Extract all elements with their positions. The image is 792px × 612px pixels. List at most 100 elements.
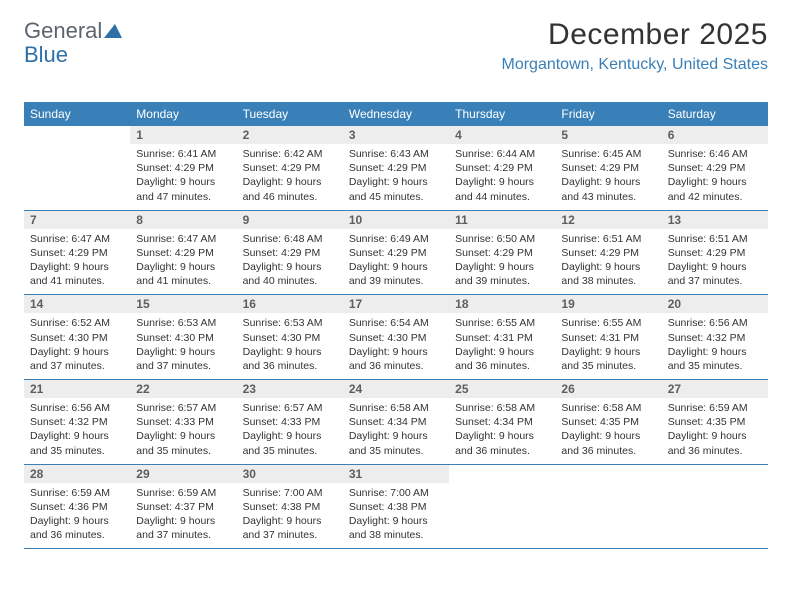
sunrise-text: Sunrise: 6:41 AM xyxy=(136,147,230,161)
sunrise-text: Sunrise: 6:43 AM xyxy=(349,147,443,161)
calendar-cell: 26 Sunrise: 6:58 AMSunset: 4:35 PMDayligh… xyxy=(555,380,661,464)
sunset-text: Sunset: 4:29 PM xyxy=(455,161,549,175)
calendar-cell: 27Sunrise: 6:59 AMSunset: 4:35 PMDayligh… xyxy=(662,380,768,464)
sunset-text: Sunset: 4:29 PM xyxy=(243,246,337,260)
calendar-cell xyxy=(24,126,130,210)
calendar-cell: 1Sunrise: 6:41 AMSunset: 4:29 PMDaylight… xyxy=(130,126,236,210)
day-number: 8 xyxy=(130,211,236,229)
day-number: 27 xyxy=(662,380,768,398)
calendar-cell: 5Sunrise: 6:45 AMSunset: 4:29 PMDaylight… xyxy=(555,126,661,210)
calendar-cell: 30Sunrise: 7:00 AMSunset: 4:38 PMDayligh… xyxy=(237,465,343,549)
daylight-text: Daylight: 9 hours and 47 minutes. xyxy=(136,175,230,203)
calendar-cell: 2Sunrise: 6:42 AMSunset: 4:29 PMDaylight… xyxy=(237,126,343,210)
day-number: 4 xyxy=(449,126,555,144)
sunset-text: Sunset: 4:35 PM xyxy=(668,415,762,429)
sunset-text: Sunset: 4:29 PM xyxy=(668,161,762,175)
sunrise-text: Sunrise: 6:44 AM xyxy=(455,147,549,161)
sunset-text: Sunset: 4:29 PM xyxy=(136,246,230,260)
daylight-text: Daylight: 9 hours and 40 minutes. xyxy=(243,260,337,288)
daylight-text: Daylight: 9 hours and 37 minutes. xyxy=(136,514,230,542)
month-title: December 2025 xyxy=(501,18,768,52)
sunset-text: Sunset: 4:29 PM xyxy=(455,246,549,260)
sunset-text: Sunset: 4:32 PM xyxy=(30,415,124,429)
daylight-text: Daylight: 9 hours and 39 minutes. xyxy=(349,260,443,288)
calendar-weeks: 1Sunrise: 6:41 AMSunset: 4:29 PMDaylight… xyxy=(24,126,768,549)
logo-triangle-icon xyxy=(104,18,122,44)
calendar-cell: 9Sunrise: 6:48 AMSunset: 4:29 PMDaylight… xyxy=(237,211,343,295)
calendar-cell: 16Sunrise: 6:53 AMSunset: 4:30 PMDayligh… xyxy=(237,295,343,379)
week-row: 1Sunrise: 6:41 AMSunset: 4:29 PMDaylight… xyxy=(24,126,768,211)
sunset-text: Sunset: 4:33 PM xyxy=(243,415,337,429)
day-name-friday: Friday xyxy=(555,102,661,126)
calendar-cell: 14Sunrise: 6:52 AMSunset: 4:30 PMDayligh… xyxy=(24,295,130,379)
day-number: 24 xyxy=(343,380,449,398)
day-names-row: SundayMondayTuesdayWednesdayThursdayFrid… xyxy=(24,102,768,126)
sunset-text: Sunset: 4:29 PM xyxy=(136,161,230,175)
logo-text-blue: Blue xyxy=(24,42,68,68)
daylight-text: Daylight: 9 hours and 35 minutes. xyxy=(349,429,443,457)
sunrise-text: Sunrise: 6:50 AM xyxy=(455,232,549,246)
day-number: 17 xyxy=(343,295,449,313)
day-number: 20 xyxy=(662,295,768,313)
sunset-text: Sunset: 4:33 PM xyxy=(136,415,230,429)
day-number: 31 xyxy=(343,465,449,483)
day-name-thursday: Thursday xyxy=(449,102,555,126)
day-number: 25 xyxy=(449,380,555,398)
day-number: 13 xyxy=(662,211,768,229)
day-number: 23 xyxy=(237,380,343,398)
sunrise-text: Sunrise: 6:45 AM xyxy=(561,147,655,161)
sunset-text: Sunset: 4:36 PM xyxy=(30,500,124,514)
calendar-cell: 18Sunrise: 6:55 AMSunset: 4:31 PMDayligh… xyxy=(449,295,555,379)
calendar-cell: 6Sunrise: 6:46 AMSunset: 4:29 PMDaylight… xyxy=(662,126,768,210)
calendar-cell: 20Sunrise: 6:56 AMSunset: 4:32 PMDayligh… xyxy=(662,295,768,379)
day-number: 12 xyxy=(555,211,661,229)
sunrise-text: Sunrise: 7:00 AM xyxy=(349,486,443,500)
sunrise-text: Sunrise: 6:55 AM xyxy=(455,316,549,330)
daylight-text: Daylight: 9 hours and 36 minutes. xyxy=(243,345,337,373)
daylight-text: Daylight: 9 hours and 35 minutes. xyxy=(561,345,655,373)
sunset-text: Sunset: 4:29 PM xyxy=(561,246,655,260)
sunrise-text: Sunrise: 6:58 AM xyxy=(349,401,443,415)
day-number: 18 xyxy=(449,295,555,313)
calendar-cell: 15Sunrise: 6:53 AMSunset: 4:30 PMDayligh… xyxy=(130,295,236,379)
daylight-text: Daylight: 9 hours and 37 minutes. xyxy=(30,345,124,373)
sunset-text: Sunset: 4:30 PM xyxy=(349,331,443,345)
logo-text-general: General xyxy=(24,18,102,44)
sunrise-text: Sunrise: 6:52 AM xyxy=(30,316,124,330)
daylight-text: Daylight: 9 hours and 36 minutes. xyxy=(561,429,655,457)
week-row: 14Sunrise: 6:52 AMSunset: 4:30 PMDayligh… xyxy=(24,295,768,380)
daylight-text: Daylight: 9 hours and 45 minutes. xyxy=(349,175,443,203)
sunset-text: Sunset: 4:31 PM xyxy=(455,331,549,345)
sunrise-text: Sunrise: 6:55 AM xyxy=(561,316,655,330)
daylight-text: Daylight: 9 hours and 44 minutes. xyxy=(455,175,549,203)
sunset-text: Sunset: 4:29 PM xyxy=(561,161,655,175)
sunrise-text: Sunrise: 6:59 AM xyxy=(136,486,230,500)
sunset-text: Sunset: 4:29 PM xyxy=(30,246,124,260)
sunrise-text: Sunrise: 6:58 AM xyxy=(455,401,549,415)
daylight-text: Daylight: 9 hours and 35 minutes. xyxy=(668,345,762,373)
header: General December 2025 Morgantown, Kentuc… xyxy=(24,18,768,74)
sunset-text: Sunset: 4:29 PM xyxy=(243,161,337,175)
day-number: 29 xyxy=(130,465,236,483)
sunrise-text: Sunrise: 6:58 AM xyxy=(561,401,655,415)
calendar-cell: 10Sunrise: 6:49 AMSunset: 4:29 PMDayligh… xyxy=(343,211,449,295)
daylight-text: Daylight: 9 hours and 39 minutes. xyxy=(455,260,549,288)
sunset-text: Sunset: 4:30 PM xyxy=(136,331,230,345)
calendar-cell: 4 Sunrise: 6:44 AMSunset: 4:29 PMDaylight… xyxy=(449,126,555,210)
week-row: 28Sunrise: 6:59 AMSunset: 4:36 PMDayligh… xyxy=(24,465,768,550)
day-name-wednesday: Wednesday xyxy=(343,102,449,126)
sunrise-text: Sunrise: 6:54 AM xyxy=(349,316,443,330)
day-number: 26 xyxy=(555,380,661,398)
sunrise-text: Sunrise: 6:51 AM xyxy=(668,232,762,246)
daylight-text: Daylight: 9 hours and 36 minutes. xyxy=(349,345,443,373)
daylight-text: Daylight: 9 hours and 36 minutes. xyxy=(30,514,124,542)
sunset-text: Sunset: 4:30 PM xyxy=(243,331,337,345)
sunset-text: Sunset: 4:34 PM xyxy=(349,415,443,429)
day-number: 10 xyxy=(343,211,449,229)
day-name-sunday: Sunday xyxy=(24,102,130,126)
sunset-text: Sunset: 4:35 PM xyxy=(561,415,655,429)
sunset-text: Sunset: 4:31 PM xyxy=(561,331,655,345)
week-row: 21Sunrise: 6:56 AMSunset: 4:32 PMDayligh… xyxy=(24,380,768,465)
daylight-text: Daylight: 9 hours and 41 minutes. xyxy=(30,260,124,288)
daylight-text: Daylight: 9 hours and 35 minutes. xyxy=(30,429,124,457)
